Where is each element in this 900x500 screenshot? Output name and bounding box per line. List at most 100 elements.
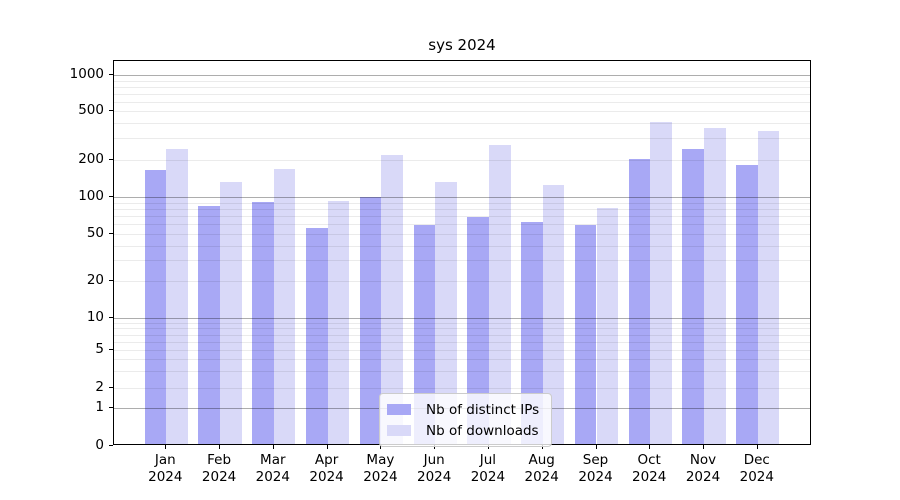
y-axis-tick-label: 0 — [95, 437, 104, 453]
gridline — [114, 216, 810, 217]
y-axis-tick-label: 100 — [78, 188, 104, 204]
gridline — [114, 318, 810, 319]
gridline — [114, 80, 810, 82]
bar — [435, 182, 457, 444]
x-axis-tick-label: Nov 2024 — [685, 452, 721, 485]
legend-item-distinct-ips: Nb of distinct IPs — [387, 399, 539, 420]
x-tick-mark — [219, 445, 221, 449]
x-tick-mark — [165, 445, 167, 449]
x-axis-tick-label: Dec 2024 — [739, 452, 774, 485]
gridline — [114, 260, 810, 262]
bar — [736, 165, 758, 444]
y-axis-tick-label: 50 — [86, 225, 104, 241]
y-tick-mark — [109, 317, 113, 318]
gridline — [114, 93, 810, 95]
bar — [682, 149, 704, 444]
x-axis-tick-label: Jun 2024 — [417, 452, 452, 485]
gridline — [114, 138, 810, 140]
x-tick-mark — [541, 445, 543, 449]
gridline — [114, 371, 810, 373]
gridline — [114, 328, 810, 330]
y-tick-mark — [109, 233, 113, 234]
bar — [413, 225, 436, 444]
legend-label-downloads: Nb of downloads — [426, 422, 539, 439]
x-axis-tick-label: Aug 2024 — [524, 452, 559, 485]
gridline — [114, 101, 810, 103]
gridline — [114, 224, 810, 226]
gridline — [114, 234, 810, 235]
bar — [542, 184, 565, 444]
plot-area — [113, 60, 811, 445]
y-tick-mark — [109, 196, 113, 197]
bar — [704, 128, 726, 444]
x-axis-tick-label: Jul 2024 — [470, 452, 506, 485]
x-tick-mark — [487, 445, 489, 449]
y-axis-tick-label: 1000 — [69, 66, 104, 82]
y-tick-mark — [109, 110, 113, 111]
gridline — [114, 208, 810, 210]
x-tick-mark — [326, 445, 328, 449]
y-tick-mark — [109, 407, 113, 408]
bar — [650, 122, 672, 444]
gridline — [114, 122, 810, 124]
legend-swatch-distinct-ips — [387, 404, 411, 415]
legend-item-downloads: Nb of downloads — [387, 420, 539, 441]
x-tick-mark — [380, 445, 382, 449]
gridline — [114, 281, 810, 282]
y-axis-tick-label: 500 — [78, 102, 104, 118]
bar — [327, 200, 350, 444]
bar — [359, 197, 382, 444]
x-axis-tick-label: May 2024 — [363, 452, 398, 485]
gridline — [114, 75, 810, 76]
x-axis-tick-label: Feb 2024 — [201, 452, 237, 485]
bar — [628, 158, 651, 444]
x-axis-tick-label: Apr 2024 — [309, 452, 344, 485]
x-tick-mark — [703, 445, 704, 449]
gridline — [114, 86, 810, 88]
y-tick-mark — [109, 445, 113, 446]
gridline — [114, 334, 810, 336]
x-tick-mark — [649, 445, 651, 449]
bar — [198, 206, 221, 444]
x-tick-mark — [434, 445, 436, 449]
legend: Nb of distinct IPs Nb of downloads — [379, 393, 553, 447]
gridline — [114, 350, 810, 351]
gridline — [114, 111, 810, 112]
x-axis-tick-label: Sep 2024 — [578, 452, 613, 485]
y-axis-tick-label: 200 — [78, 151, 104, 167]
bar — [467, 217, 489, 444]
bar — [220, 182, 242, 444]
y-axis-tick-label: 2 — [95, 379, 104, 395]
bar — [574, 225, 597, 444]
gridline — [114, 197, 810, 198]
x-axis-tick-label: Mar 2024 — [255, 452, 290, 485]
gridline — [114, 341, 810, 343]
bar — [166, 149, 188, 444]
bar — [305, 227, 328, 444]
bar — [381, 155, 404, 444]
y-axis-tick-label: 1 — [95, 399, 104, 415]
x-axis-tick-label: Jan 2024 — [148, 452, 183, 485]
gridline — [114, 359, 810, 361]
bar — [252, 201, 274, 444]
bar — [488, 145, 511, 444]
bar — [757, 131, 780, 444]
bar — [596, 207, 619, 444]
bar — [521, 222, 543, 444]
legend-swatch-downloads — [387, 425, 411, 436]
bar — [144, 169, 167, 444]
gridline — [114, 322, 810, 324]
bar — [273, 169, 296, 444]
y-axis-tick-label: 20 — [86, 272, 104, 288]
y-tick-mark — [109, 349, 113, 350]
x-tick-mark — [595, 445, 597, 449]
gridline — [114, 202, 810, 204]
gridline — [114, 245, 810, 247]
chart-title: sys 2024 — [428, 36, 496, 54]
y-tick-mark — [109, 74, 113, 75]
y-tick-mark — [109, 280, 113, 281]
legend-label-distinct-ips: Nb of distinct IPs — [426, 401, 540, 418]
gridline — [114, 388, 810, 389]
x-axis-tick-label: Oct 2024 — [632, 452, 667, 485]
